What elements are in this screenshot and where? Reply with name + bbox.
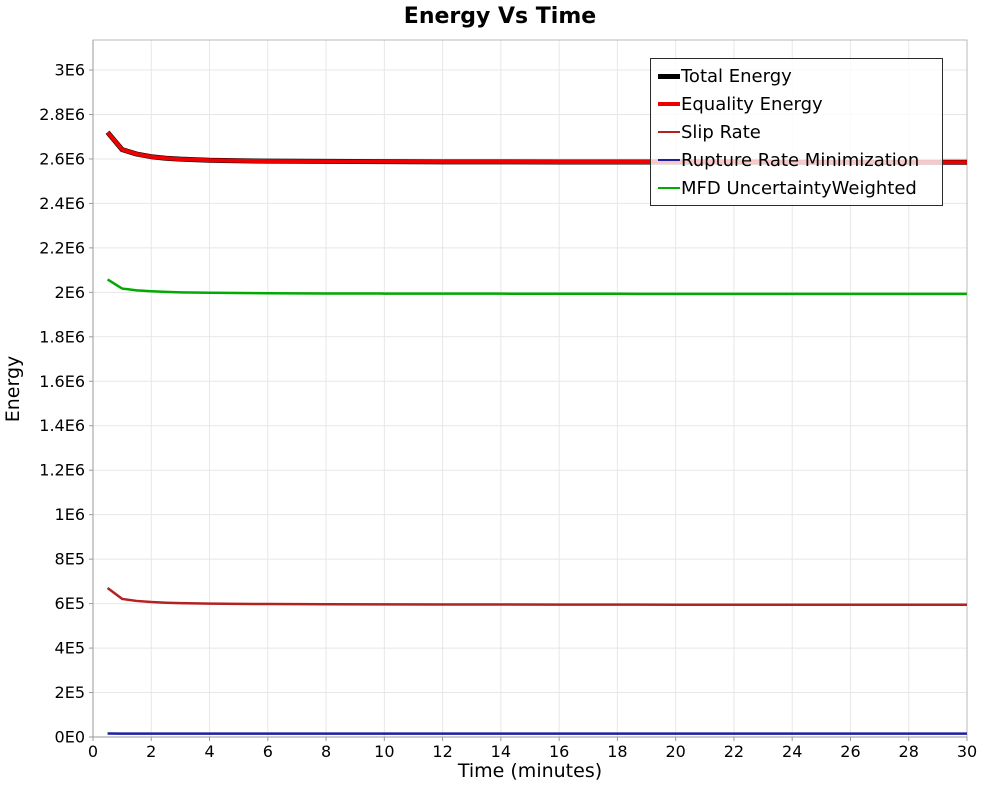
y-tick-label: 8E5: [55, 550, 85, 569]
x-tick-label: 26: [840, 742, 860, 761]
x-tick-label: 4: [204, 742, 214, 761]
x-tick-label: 6: [263, 742, 273, 761]
x-tick-label: 2: [146, 742, 156, 761]
x-tick-label: 10: [374, 742, 394, 761]
x-axis-title: Time (minutes): [457, 760, 603, 782]
y-tick-label: 2E6: [55, 283, 85, 302]
x-tick-label: 22: [724, 742, 744, 761]
y-tick-label: 0E0: [55, 728, 85, 747]
x-tick-label: 14: [491, 742, 511, 761]
legend-marker-slip-rate: [658, 130, 680, 134]
series-line-mfd-uncertaintyweighted: [106, 278, 967, 296]
x-tick-label: 30: [957, 742, 977, 761]
y-tick-label: 1.2E6: [39, 461, 85, 480]
x-tick-label: 20: [665, 742, 685, 761]
legend-marker-total-energy: [658, 73, 680, 79]
y-tick-label: 4E5: [55, 639, 85, 658]
y-tick-label: 2.4E6: [39, 194, 85, 213]
y-tick-label: 6E5: [55, 594, 85, 613]
legend-label: MFD UncertaintyWeighted: [681, 177, 917, 199]
y-tick-label: 2E5: [55, 683, 85, 702]
x-tick-label: 24: [782, 742, 802, 761]
legend-label: Equality Energy: [681, 93, 823, 115]
y-tick-label: 1.6E6: [39, 372, 85, 391]
legend-item-total-energy: Total Energy: [658, 62, 942, 90]
series-line-slip-rate: [106, 587, 967, 606]
y-tick-label: 2.6E6: [39, 149, 85, 168]
y-tick-label: 1E6: [55, 505, 85, 524]
x-tick-label: 16: [549, 742, 569, 761]
legend-label: Slip Rate: [681, 121, 761, 143]
legend-marker-rupture-rate-minimization: [658, 158, 680, 162]
x-tick-label: 18: [607, 742, 627, 761]
legend-item-rupture-rate-minimization: Rupture Rate Minimization: [658, 146, 942, 174]
legend-item-mfd-uncertaintyweighted: MFD UncertaintyWeighted: [658, 174, 942, 202]
y-tick-label: 1.4E6: [39, 416, 85, 435]
legend-marker-mfd-uncertaintyweighted: [658, 186, 680, 190]
legend-label: Total Energy: [681, 65, 792, 87]
y-axis-title: Energy: [2, 355, 24, 423]
legend-marker-equality-energy: [658, 102, 680, 106]
y-tick-label: 1.8E6: [39, 327, 85, 346]
legend-item-slip-rate: Slip Rate: [658, 118, 942, 146]
legend-label: Rupture Rate Minimization: [681, 149, 920, 171]
legend: Total Energy Equality Energy Slip Rate Rupt…: [650, 58, 943, 206]
legend-item-equality-energy: Equality Energy: [658, 90, 942, 118]
y-tick-label: 2.8E6: [39, 105, 85, 124]
x-tick-label: 8: [321, 742, 331, 761]
chart-title: Energy Vs Time: [403, 4, 597, 29]
y-tick-label: 2.2E6: [39, 238, 85, 257]
x-tick-label: 0: [88, 742, 98, 761]
x-tick-label: 28: [899, 742, 919, 761]
y-tick-label: 3E6: [55, 61, 85, 80]
x-tick-label: 12: [432, 742, 452, 761]
